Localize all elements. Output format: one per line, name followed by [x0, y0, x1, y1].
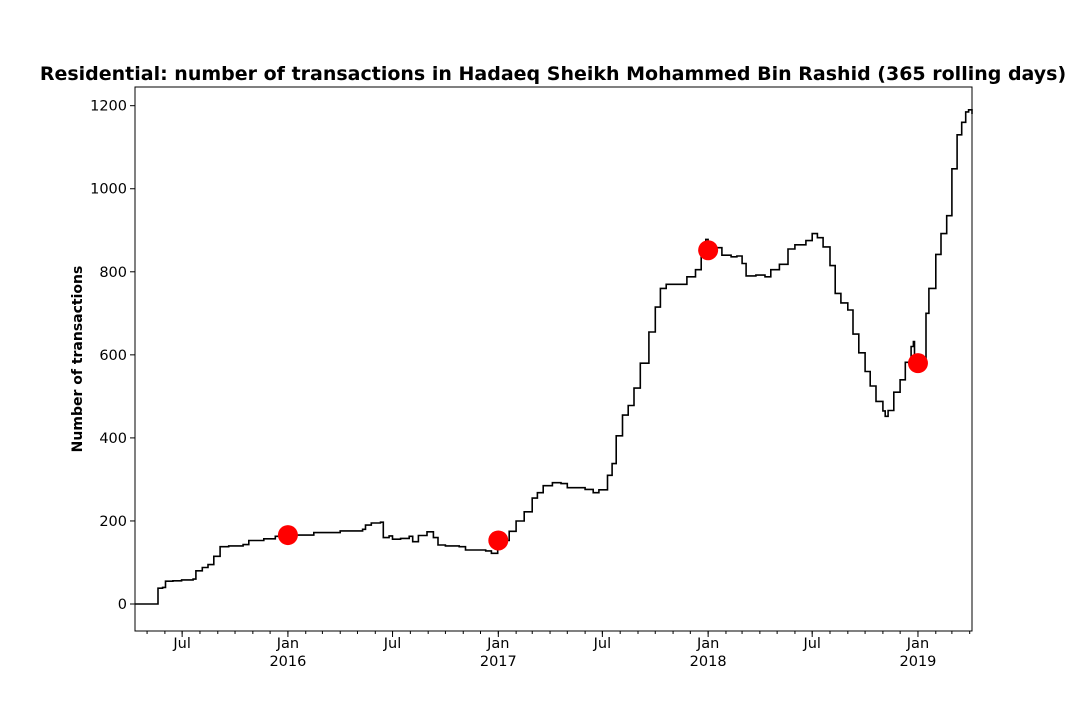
chart-title: Residential: number of transactions in H… [40, 63, 1066, 85]
x-tick-label: Jul [172, 636, 191, 652]
x-tick-label: Jul [383, 636, 402, 652]
x-tick-label: Jan [486, 636, 509, 652]
x-tick-label: Jul [593, 636, 612, 652]
series-line [135, 109, 973, 605]
data-point-marker [907, 353, 928, 374]
data-point-marker [277, 525, 298, 546]
x-tick-label: Jan [276, 636, 299, 652]
data-point-marker [488, 530, 509, 551]
y-tick-label: 0 [118, 597, 127, 613]
y-tick-label: 1000 [90, 182, 127, 198]
y-tick-label: 800 [99, 265, 127, 281]
x-tick-year-label: 2019 [900, 654, 937, 670]
x-tick-label: Jan [906, 636, 929, 652]
y-tick-label: 600 [99, 348, 127, 364]
data-point-marker [698, 240, 719, 261]
axes-frame [134, 86, 973, 632]
x-tick-label: Jul [802, 636, 821, 652]
x-tick-year-label: 2018 [690, 654, 727, 670]
plot-area: 0 200 400 600 800 1000 1200 Jul Jan 2016 Jul Jan 201… [90, 99, 973, 670]
y-tick-label: 1200 [90, 99, 127, 115]
x-tick-year-label: 2016 [269, 654, 306, 670]
y-tick-label: 400 [99, 431, 127, 447]
x-tick-label: Jan [696, 636, 719, 652]
y-axis-label: Number of transactions [70, 266, 86, 453]
x-tick-year-label: 2017 [480, 654, 517, 670]
y-tick-label: 200 [99, 514, 127, 530]
